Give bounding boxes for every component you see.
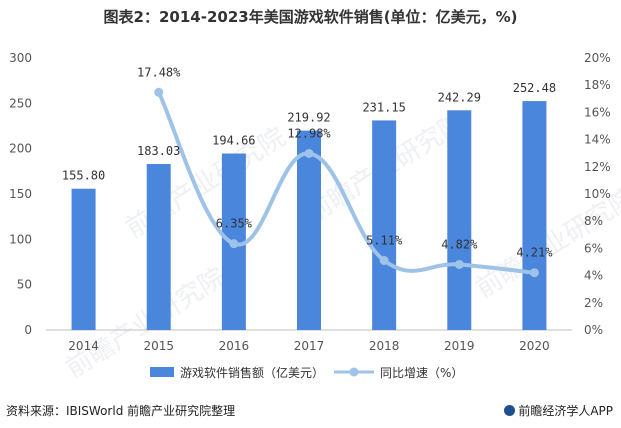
footer: 资料来源：IBISWorld 前瞻产业研究院整理 前瞻经济学人APP xyxy=(0,400,621,428)
growth-value-label: 17.48% xyxy=(137,65,181,79)
y-left-tick-label: 0 xyxy=(24,323,32,337)
watermark-text: 前瞻产业研究院 xyxy=(121,122,291,244)
y-right-tick-label: 0% xyxy=(584,323,603,337)
x-tick-label: 2019 xyxy=(444,339,475,353)
growth-value-label: 5.11% xyxy=(366,234,403,248)
growth-point xyxy=(379,256,389,266)
growth-value-label: 4.21% xyxy=(516,246,553,260)
y-left-tick-label: 200 xyxy=(9,142,32,156)
y-right-tick-label: 20% xyxy=(584,51,611,65)
brand-text: 前瞻经济学人APP xyxy=(518,404,613,418)
x-tick-label: 2018 xyxy=(369,339,400,353)
bar-value-label: 242.29 xyxy=(438,90,481,104)
y-right-tick-label: 14% xyxy=(584,133,611,147)
legend-bar-label: 游戏软件销售额（亿美元） xyxy=(180,365,324,380)
growth-point xyxy=(304,148,314,158)
x-tick-label: 2016 xyxy=(219,339,250,353)
growth-value-label: 4.82% xyxy=(441,237,478,251)
y-right-tick-label: 6% xyxy=(584,241,603,255)
y-right-tick-label: 10% xyxy=(584,187,611,201)
growth-point xyxy=(529,268,539,278)
brand-credit: 前瞻经济学人APP xyxy=(504,402,613,419)
data-labels-layer: 155.80 183.03 194.66 219.92 231.15 242.29 252.… xyxy=(62,65,556,259)
x-tick-label: 2020 xyxy=(519,339,550,353)
source-note: 资料来源：IBISWorld 前瞻产业研究院整理 xyxy=(6,404,236,418)
x-tick-label: 2015 xyxy=(143,339,174,353)
bar-value-label: 219.92 xyxy=(287,111,330,125)
bar-value-label: 183.03 xyxy=(137,144,180,158)
chart-svg: 前瞻产业研究院前瞻产业研究院前瞻产业研究院前瞻产业研究院 05010015020… xyxy=(9,51,621,384)
bar xyxy=(447,110,472,330)
legend-bar-swatch xyxy=(150,367,174,377)
legend-line-label: 同比增速（%） xyxy=(380,366,463,380)
y-right-tick-label: 18% xyxy=(584,78,611,92)
y-left-tick-label: 100 xyxy=(9,232,32,246)
bar xyxy=(146,164,171,330)
bar xyxy=(71,188,96,330)
axes-layer: 0 50 100 150 200 250 300 0% 2% 4% 6% 8% 10% 12% 14% 16%… xyxy=(9,51,611,353)
bar xyxy=(297,130,321,330)
legend: 游戏软件销售额（亿美元） 同比增速（%） xyxy=(150,365,463,380)
y-left-tick-label: 300 xyxy=(9,51,32,65)
bar-value-label: 155.80 xyxy=(62,169,105,183)
growth-point xyxy=(454,259,464,269)
legend-line-marker xyxy=(349,367,359,377)
bar xyxy=(372,120,397,330)
y-left-tick-label: 150 xyxy=(9,187,32,201)
y-right-tick-label: 4% xyxy=(584,269,603,283)
growth-value-label: 12.98% xyxy=(287,126,331,140)
bar-value-label: 194.66 xyxy=(212,134,255,148)
bar-value-label: 231.15 xyxy=(362,100,405,114)
growth-point xyxy=(229,239,239,249)
brand-logo-icon xyxy=(504,405,516,416)
growth-value-label: 6.35% xyxy=(216,217,253,231)
y-right-tick-label: 2% xyxy=(584,296,603,310)
y-left-tick-label: 250 xyxy=(9,96,32,110)
bar xyxy=(522,101,547,330)
y-left-tick-label: 50 xyxy=(17,278,32,292)
y-right-tick-label: 16% xyxy=(584,105,611,119)
x-tick-label: 2014 xyxy=(68,339,99,353)
growth-point xyxy=(154,87,164,97)
chart-title: 图表2：2014-2023年美国游戏软件销售(单位：亿美元，%) xyxy=(103,8,518,26)
bar-value-label: 252.48 xyxy=(513,81,556,95)
x-tick-label: 2017 xyxy=(294,339,325,353)
bars-layer xyxy=(71,101,547,330)
y-right-tick-label: 12% xyxy=(584,160,611,174)
line-layer xyxy=(154,87,539,278)
y-right-tick-label: 8% xyxy=(584,214,603,228)
